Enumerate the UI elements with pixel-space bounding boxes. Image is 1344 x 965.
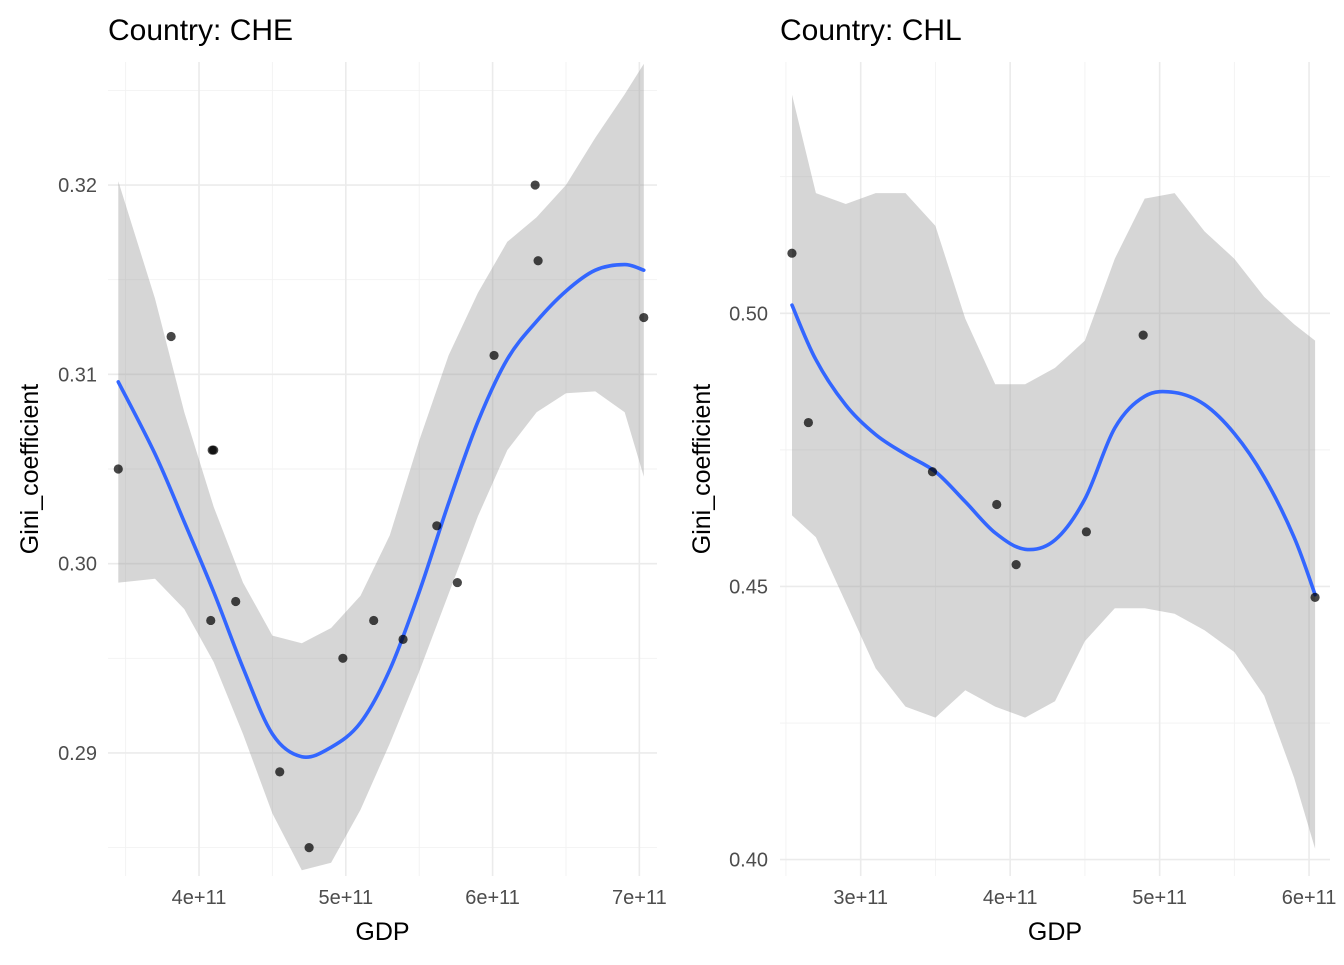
data-point <box>338 653 348 663</box>
data-point <box>530 180 540 190</box>
data-point <box>1011 560 1021 570</box>
confidence-ribbon <box>118 63 644 871</box>
data-point <box>992 499 1002 510</box>
data-point <box>489 350 499 361</box>
x-tick-label: 4e+11 <box>172 887 227 909</box>
data-point <box>927 467 938 477</box>
panel-title: Country: CHE <box>108 14 293 47</box>
panel-title: Country: CHL <box>780 14 962 47</box>
data-point <box>452 577 462 588</box>
x-tick-label: 6e+11 <box>1282 887 1337 909</box>
x-tick-label: 5e+11 <box>318 887 373 909</box>
confidence-ribbon <box>792 94 1316 849</box>
data-point <box>1081 527 1091 537</box>
y-tick-label: 0.45 <box>729 576 768 598</box>
x-tick-label: 7e+11 <box>612 887 667 909</box>
smooth-trend-line <box>790 303 1317 597</box>
y-tick-label: 0.50 <box>729 303 768 325</box>
data-point <box>304 843 314 853</box>
data-point <box>533 256 543 266</box>
y-tick-label: 0.29 <box>58 743 97 765</box>
y-tick-label: 0.40 <box>729 850 768 872</box>
data-point <box>369 615 379 626</box>
data-point <box>803 417 813 428</box>
data-point <box>1138 330 1148 340</box>
data-point <box>432 521 442 531</box>
x-axis-title: GDP <box>1028 918 1082 946</box>
x-axis-title: GDP <box>355 918 409 946</box>
x-tick-label: 4e+11 <box>983 887 1038 909</box>
x-tick-label: 5e+11 <box>1132 887 1187 909</box>
y-tick-label: 0.30 <box>58 554 97 576</box>
data-point <box>1310 592 1320 602</box>
data-point <box>787 248 797 258</box>
facet-panel-1: 4e+11 5e+11 6e+11 7e+11 0.29 0.30 0.31 0.32 Coun… <box>16 14 667 946</box>
smooth-trend-line <box>116 262 646 759</box>
data-point <box>166 331 176 342</box>
y-axis-title: Gini_coefficient <box>688 384 716 555</box>
data-point <box>206 615 216 626</box>
data-point <box>398 634 408 644</box>
data-point <box>639 312 649 323</box>
data-point <box>275 767 285 777</box>
x-tick-label: 6e+11 <box>465 887 520 909</box>
data-point <box>113 464 123 474</box>
y-tick-label: 0.32 <box>58 175 97 197</box>
data-point <box>209 445 219 455</box>
facet-panel-2: 3e+11 4e+11 5e+11 6e+11 0.40 0.45 0.50 Country:… <box>688 14 1336 946</box>
data-point <box>231 596 241 607</box>
y-tick-label: 0.31 <box>58 364 97 386</box>
x-tick-label: 3e+11 <box>833 887 888 909</box>
y-axis-title: Gini_coefficient <box>16 384 44 555</box>
